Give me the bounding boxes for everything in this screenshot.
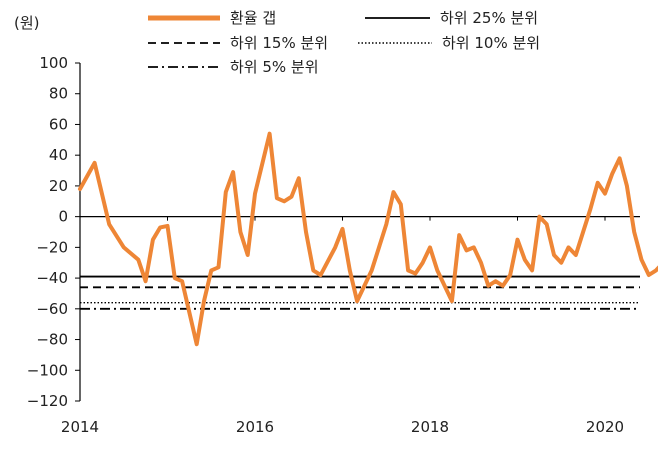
legend-item-p10: 하위 10% 분위 (358, 34, 540, 52)
legend-label-p25: 하위 25% 분위 (440, 9, 538, 27)
y-tick-label: −60 (36, 300, 68, 318)
y-tick-label: −120 (27, 392, 68, 410)
y-tick-label: 20 (49, 177, 68, 195)
legend: 환율 갭 하위 25% 분위 하위 15% 분위 하위 10% 분위 하위 5%… (148, 9, 540, 76)
legend-item-gap: 환율 갭 (148, 9, 276, 27)
y-tick-label: 60 (49, 115, 68, 133)
series-layer (78, 131, 658, 347)
legend-item-p5: 하위 5% 분위 (148, 58, 319, 76)
legend-item-p25: 하위 25% 분위 (365, 9, 538, 27)
y-tick-label: 80 (49, 85, 68, 103)
series-line-fx-gap (78, 131, 658, 347)
y-tick-label: −80 (36, 331, 68, 349)
legend-label-p15: 하위 15% 분위 (230, 34, 328, 52)
axes: 100 80 60 40 20 0 −20 −40 −60 −80 −100 −120 2014 2016… (27, 54, 640, 436)
legend-label-p10: 하위 10% 분위 (442, 34, 540, 52)
x-tick-label: 2016 (236, 418, 274, 436)
y-tick-label: −100 (27, 361, 68, 379)
y-unit-label: (원) (14, 14, 40, 32)
legend-item-p15: 하위 15% 분위 (148, 34, 328, 52)
y-tick-label: −20 (36, 238, 68, 256)
y-tick-label: 40 (49, 146, 68, 164)
x-tick-label: 2014 (61, 418, 99, 436)
y-tick-label: 0 (58, 208, 68, 226)
x-tick-label: 2020 (586, 418, 624, 436)
y-tick-label: −40 (36, 269, 68, 287)
x-tick-label: 2018 (411, 418, 449, 436)
legend-label-p5: 하위 5% 분위 (230, 58, 319, 76)
y-tick-label: 100 (39, 54, 68, 72)
legend-label-gap: 환율 갭 (230, 9, 276, 27)
